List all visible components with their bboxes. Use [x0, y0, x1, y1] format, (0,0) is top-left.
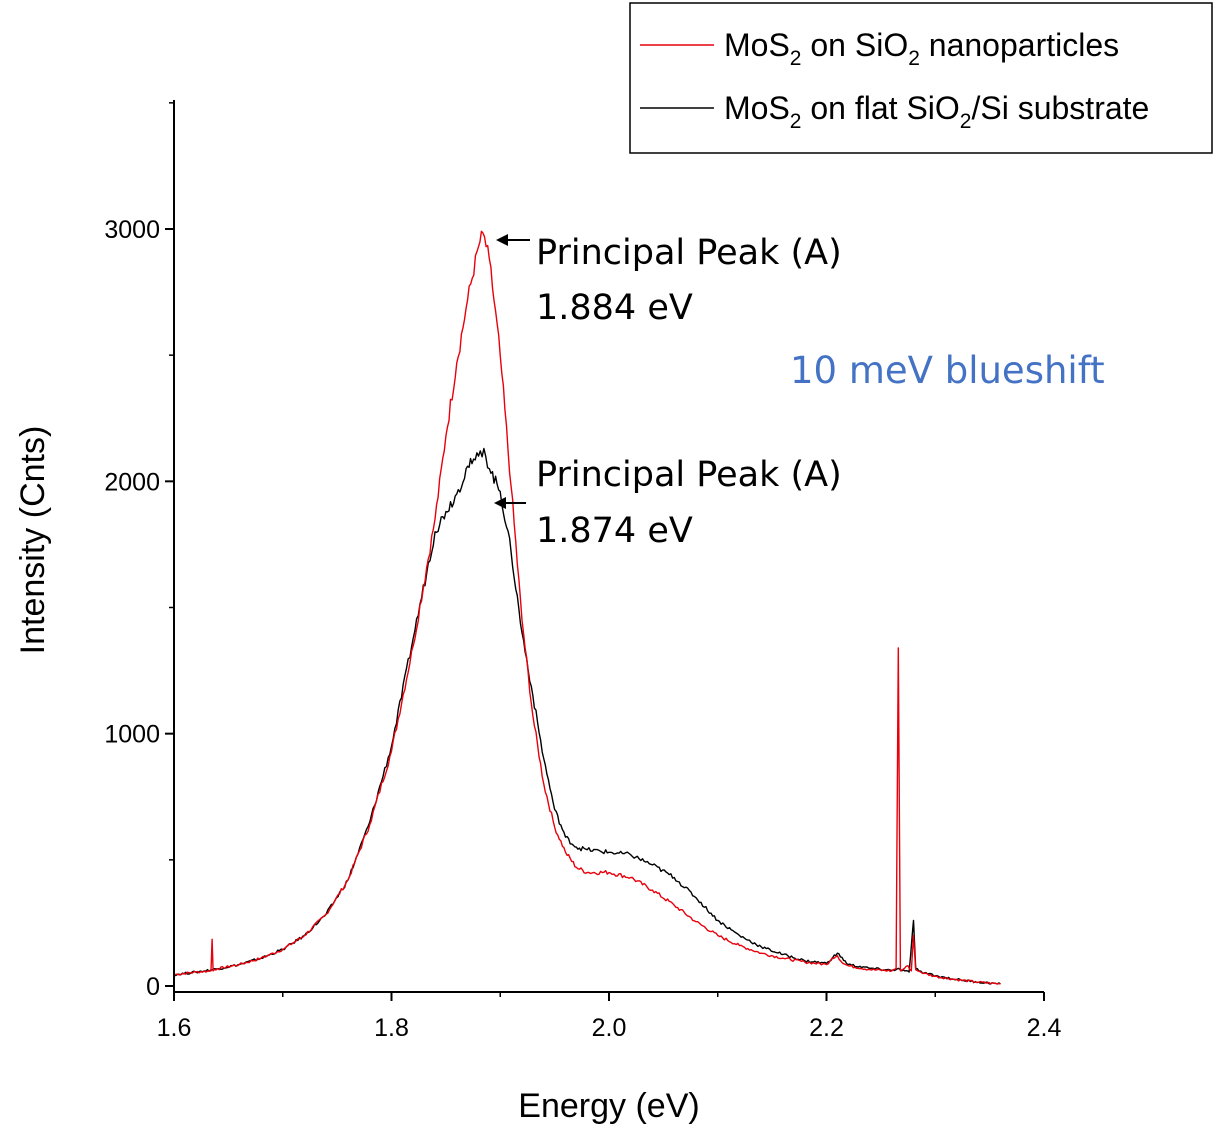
legend-label-nanoparticles: MoS2 on SiO2 nanoparticles [724, 27, 1119, 70]
x-tick-label: 2.0 [592, 1014, 627, 1042]
y-tick-label: 3000 [104, 216, 160, 244]
x-tick-label: 2.2 [809, 1014, 844, 1042]
peak-b-arrow [494, 497, 526, 509]
y-axis-title: Intensity (Cnts) [14, 426, 52, 655]
peak-b-label: Principal Peak (A) [536, 455, 842, 495]
legend-box [629, 2, 1213, 154]
y-tick-label: 0 [146, 973, 160, 1001]
y-tick-label: 1000 [104, 721, 160, 749]
x-axis-title: Energy (eV) [518, 1087, 699, 1125]
x-tick-label: 2.4 [1027, 1014, 1062, 1042]
legend: MoS2 on SiO2 nanoparticles MoS2 on flat … [629, 2, 1213, 154]
series-line-nanoparticles [174, 230, 1001, 985]
legend-label-flat: MoS2 on flat SiO2/Si substrate [724, 90, 1149, 133]
peak-a-value: 1.884 eV [536, 288, 693, 328]
peak-b-value: 1.874 eV [536, 511, 693, 551]
peak-a-label: Principal Peak (A) [536, 233, 842, 273]
blueshift-note: 10 meV blueshift [790, 349, 1105, 392]
y-tick-label: 2000 [104, 468, 160, 496]
peak-a-arrow [496, 234, 530, 246]
tick-layer: 1.6 1.8 2.0 2.2 2.4 0 1000 2000 3000 [104, 102, 1062, 1042]
x-tick-label: 1.8 [374, 1014, 409, 1042]
series-layer [174, 230, 1001, 985]
x-tick-label: 1.6 [157, 1014, 192, 1042]
